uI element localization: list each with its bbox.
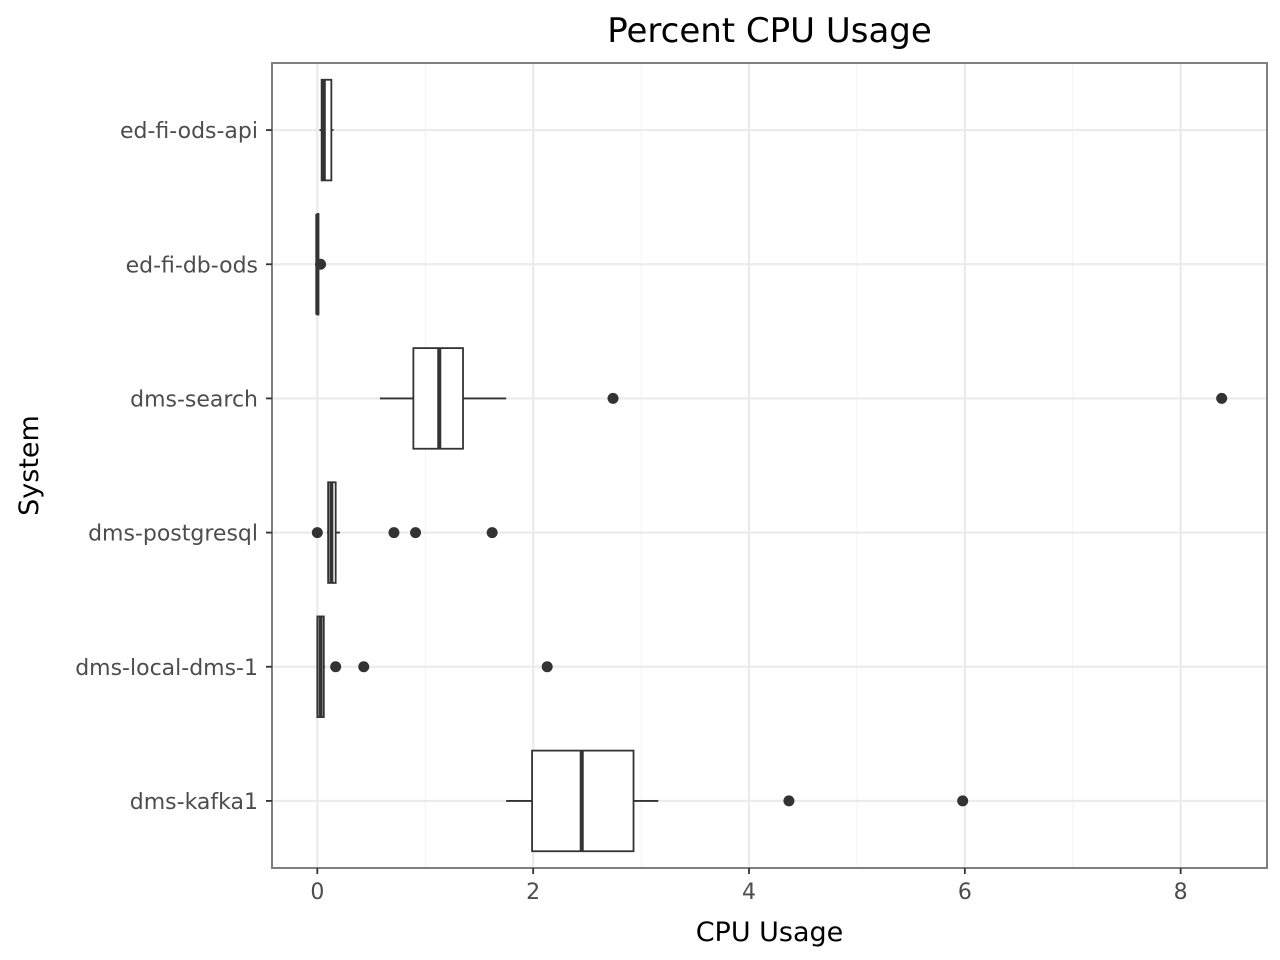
y-tick-label: dms-kafka1 [130,790,258,815]
box-iqr [320,78,333,182]
y-tick-label: dms-postgresql [88,522,258,547]
box-dms-kafka1 [506,749,969,853]
panel-border [271,62,1268,869]
box-dms-search [379,347,1228,450]
outlier-point [957,795,969,807]
y-tick-label: dms-search [130,387,258,412]
outlier-point [541,661,553,673]
chart-title: Percent CPU Usage [607,11,932,51]
axes: 0 2 4 6 8 ed-fi-ods-api ed-fi-db-ods dms-search… [75,119,1187,905]
x-tick-label: 6 [958,880,972,905]
outlier-point [783,795,795,807]
y-tick-label: dms-local-dms-1 [75,656,258,681]
y-axis-title: System [14,415,45,516]
outlier-point [607,392,619,404]
x-axis-title: CPU Usage [696,917,844,948]
x-tick-label: 0 [310,880,324,905]
x-tick-label: 4 [742,880,756,905]
grid [272,63,1267,868]
y-tick-label: ed-fi-db-ods [126,253,258,278]
y-tick-label: ed-fi-ods-api [120,119,258,144]
outlier-point [311,527,323,539]
outlier-point [315,258,327,270]
outlier-point [410,527,422,539]
outlier-point [1216,392,1228,404]
box-dms-local-dms-1 [316,615,553,718]
outlier-point [358,661,370,673]
outlier-point [388,527,400,539]
x-tick-label: 2 [526,880,540,905]
box-dms-postgresql [311,481,498,584]
outlier-point [330,661,342,673]
panel-background [272,63,1267,868]
outlier-point [486,527,498,539]
x-tick-label: 8 [1174,880,1188,905]
box-ed-fi-ods-api [319,78,334,182]
boxes [311,78,1228,853]
box-ed-fi-db-ods [315,213,327,316]
